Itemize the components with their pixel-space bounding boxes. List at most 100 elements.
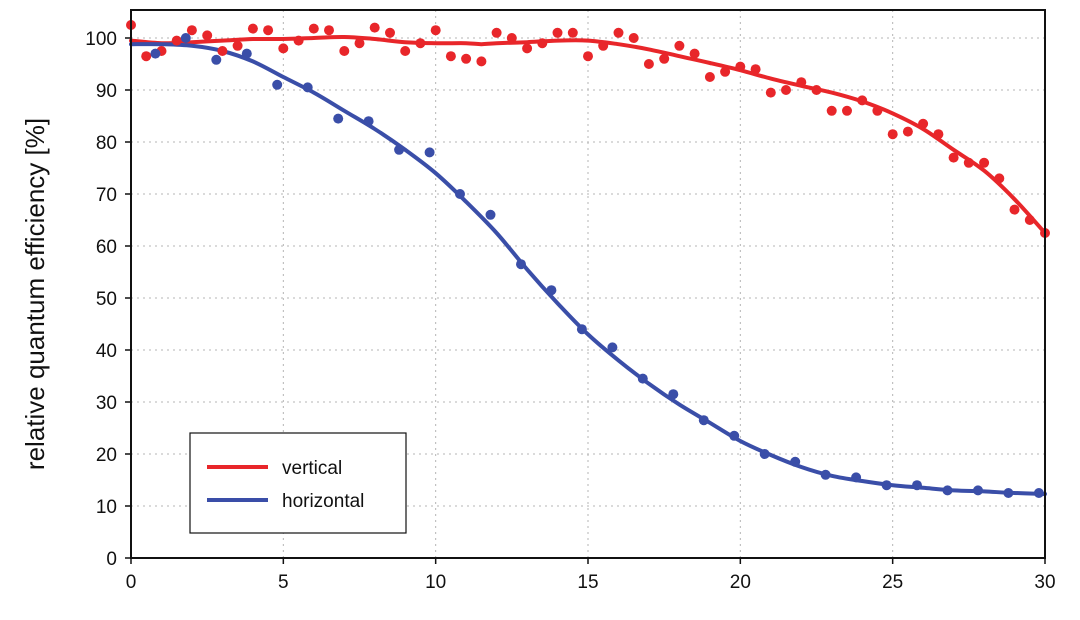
- data-point-vertical: [278, 43, 289, 54]
- data-point-vertical: [826, 105, 837, 116]
- data-point-vertical: [308, 23, 319, 34]
- data-point-vertical: [202, 30, 213, 41]
- data-point-horizontal: [1033, 488, 1044, 498]
- x-tick-label: 10: [425, 572, 446, 593]
- y-tick-label: 70: [96, 185, 117, 206]
- data-point-vertical: [659, 53, 670, 64]
- data-point-vertical: [1024, 215, 1035, 225]
- data-point-horizontal: [180, 33, 191, 43]
- data-point-horizontal: [516, 259, 526, 270]
- x-tick-label: 25: [882, 572, 903, 593]
- data-point-vertical: [567, 27, 578, 38]
- data-point-horizontal: [1003, 488, 1014, 498]
- data-point-vertical: [369, 22, 380, 33]
- data-point-vertical: [872, 105, 883, 116]
- data-point-vertical: [506, 33, 517, 43]
- fit-curves: [129, 34, 1047, 496]
- data-point-horizontal: [485, 209, 496, 220]
- y-tick-label: 60: [96, 237, 117, 258]
- data-point-horizontal: [150, 48, 161, 59]
- data-point-vertical: [689, 48, 700, 59]
- data-point-vertical: [171, 35, 182, 46]
- data-point-vertical: [887, 129, 898, 140]
- data-point-vertical: [735, 61, 746, 72]
- data-point-vertical: [141, 51, 152, 62]
- data-point-horizontal: [455, 189, 465, 199]
- data-point-horizontal: [333, 113, 344, 124]
- data-point-horizontal: [942, 485, 953, 496]
- data-point-vertical: [933, 129, 944, 140]
- data-point-vertical: [750, 64, 761, 75]
- y-tick-label: 40: [96, 341, 117, 362]
- y-axis-ticks: 0 10 20 30 40 50 60 70 80 90 100: [85, 29, 131, 570]
- data-point-vertical: [476, 56, 487, 67]
- y-tick-label: 30: [96, 393, 117, 414]
- data-point-vertical: [704, 72, 715, 82]
- data-point-horizontal: [759, 449, 770, 459]
- x-tick-label: 20: [730, 572, 751, 593]
- data-point-vertical: [857, 95, 868, 106]
- data-point-vertical: [963, 157, 974, 168]
- legend-box: [189, 432, 407, 534]
- data-point-vertical: [583, 51, 593, 62]
- data-point-vertical: [354, 38, 365, 49]
- data-point-horizontal: [363, 116, 374, 127]
- data-point-vertical: [445, 51, 456, 62]
- y-tick-label: 10: [96, 497, 117, 518]
- data-point-vertical: [537, 38, 548, 49]
- fit-line-vertical: [129, 34, 1047, 235]
- data-point-horizontal: [272, 79, 283, 90]
- data-point-vertical: [293, 35, 304, 46]
- data-point-vertical: [415, 38, 426, 49]
- y-tick-label: 100: [85, 29, 117, 50]
- data-point-vertical: [979, 157, 990, 168]
- data-point-vertical: [430, 25, 441, 36]
- data-point-vertical: [842, 105, 852, 116]
- data-points: [126, 20, 1050, 498]
- data-point-vertical: [902, 126, 913, 137]
- data-point-vertical: [613, 27, 624, 38]
- legend-label-vertical: vertical: [282, 458, 342, 479]
- data-point-horizontal: [241, 48, 252, 59]
- data-point-vertical: [1009, 204, 1020, 215]
- legend-label-horizontal: horizontal: [282, 491, 364, 512]
- data-point-vertical: [598, 40, 609, 51]
- data-point-horizontal: [973, 485, 983, 496]
- data-point-horizontal: [668, 389, 679, 400]
- data-point-vertical: [720, 66, 731, 77]
- y-tick-label: 50: [96, 289, 117, 310]
- data-point-horizontal: [424, 147, 435, 158]
- data-point-horizontal: [729, 430, 740, 441]
- data-point-horizontal: [576, 324, 587, 335]
- data-point-horizontal: [302, 82, 313, 93]
- y-tick-label: 20: [96, 445, 117, 466]
- data-point-vertical: [765, 87, 776, 98]
- data-point-horizontal: [881, 480, 892, 491]
- data-point-vertical: [263, 25, 274, 36]
- data-point-vertical: [781, 85, 791, 95]
- data-point-vertical: [948, 152, 959, 163]
- data-point-horizontal: [790, 456, 801, 467]
- data-point-vertical: [552, 27, 563, 38]
- data-point-vertical: [247, 23, 258, 34]
- data-point-horizontal: [637, 373, 648, 384]
- x-tick-label: 5: [278, 572, 289, 593]
- data-point-vertical: [643, 59, 654, 69]
- data-point-vertical: [324, 25, 334, 36]
- data-point-vertical: [491, 27, 502, 38]
- data-point-vertical: [217, 46, 228, 56]
- grid: [131, 10, 1045, 558]
- y-axis-title: relative quantum efficiency [%]: [20, 118, 50, 470]
- data-point-vertical: [628, 33, 639, 43]
- y-tick-label: 80: [96, 133, 117, 154]
- x-tick-label: 30: [1034, 572, 1055, 593]
- data-point-horizontal: [820, 469, 831, 480]
- data-point-vertical: [674, 40, 685, 51]
- data-point-vertical: [461, 53, 472, 64]
- data-point-horizontal: [912, 480, 922, 491]
- data-point-vertical: [400, 46, 411, 56]
- data-point-vertical: [339, 46, 350, 56]
- data-point-vertical: [232, 40, 243, 51]
- data-point-vertical: [796, 77, 807, 88]
